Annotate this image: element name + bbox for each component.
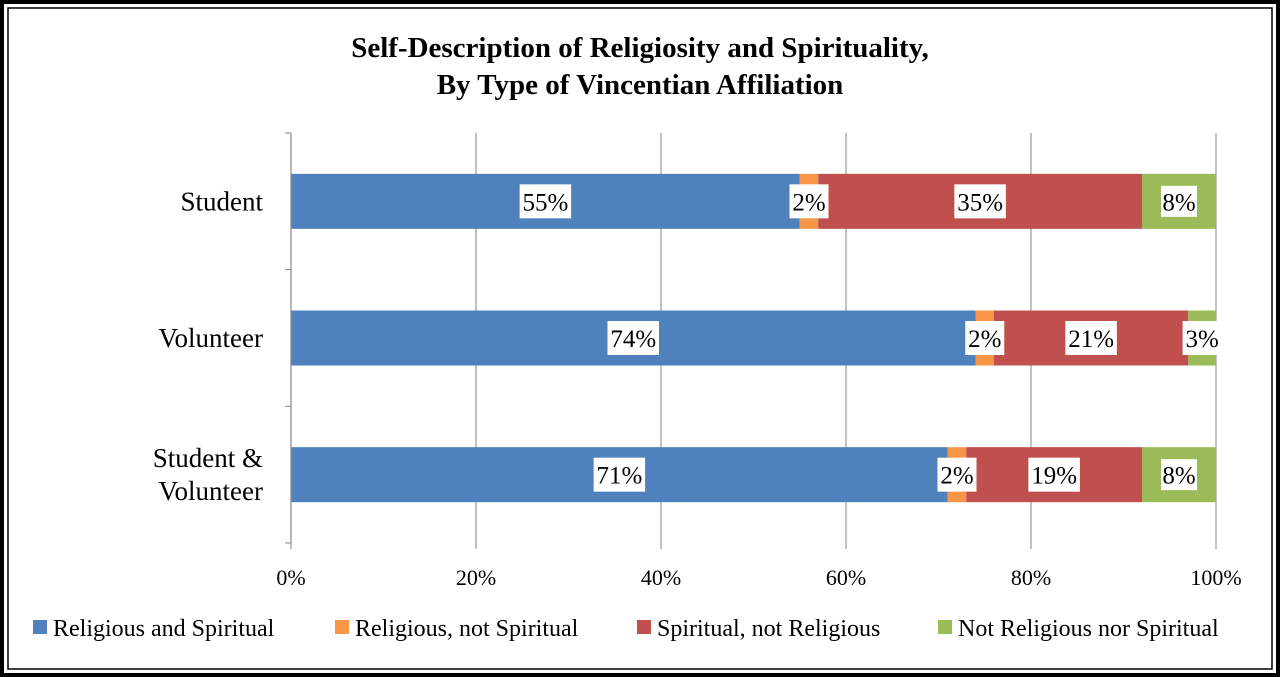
data-label-box (1158, 456, 1200, 494)
data-label: 21% (1068, 326, 1114, 353)
data-label-box (519, 184, 572, 219)
legend-label: Religious and Spiritual (53, 616, 275, 642)
legend-label: Spiritual, not Religious (657, 616, 880, 642)
data-label-box (789, 184, 829, 219)
chart-subtitle: By Type of Vincentian Affiliation (437, 69, 844, 101)
data-label: 2% (792, 189, 825, 216)
data-label: 3% (1185, 326, 1218, 353)
data-label-box (965, 321, 1005, 355)
data-label-box (607, 321, 659, 355)
data-label: 74% (610, 326, 656, 353)
chart-inner-border (7, 7, 1273, 670)
category-label: Volunteer (159, 476, 263, 506)
data-label-box (1158, 182, 1200, 220)
data-label: 2% (968, 326, 1001, 353)
legend-label: Not Religious nor Spiritual (958, 616, 1219, 642)
legend: Religious and Spiritual Religious, not Sp… (33, 616, 1219, 642)
x-tick-label: 100% (1190, 565, 1241, 590)
labels-group: Student 55% 2% 35% 8% Volunteer 74% 2% 21% 3% Stud… (153, 182, 1222, 506)
data-label-box (937, 457, 977, 492)
legend-swatch (938, 620, 952, 634)
data-label: 8% (1162, 189, 1195, 216)
data-label-box (1065, 321, 1117, 355)
legend-swatch (33, 620, 47, 634)
x-tick-label: 0% (276, 565, 305, 590)
x-tick-label: 80% (1011, 565, 1051, 590)
data-label: 71% (596, 463, 642, 490)
data-label: 2% (940, 463, 973, 490)
data-label-box (954, 184, 1006, 219)
legend-swatch (335, 620, 349, 634)
x-tick-label: 60% (826, 565, 866, 590)
x-tick-label: 40% (641, 565, 681, 590)
category-label: Student & (153, 443, 263, 473)
data-label-box (1182, 321, 1222, 355)
data-label: 19% (1031, 463, 1077, 490)
legend-label: Religious, not Spiritual (355, 616, 579, 642)
data-label-box (1028, 457, 1080, 492)
data-label: 35% (957, 189, 1003, 216)
data-label: 8% (1162, 463, 1195, 490)
category-label: Student (180, 186, 263, 216)
data-label-box (593, 457, 646, 492)
category-label: Volunteer (159, 323, 263, 353)
data-label: 55% (522, 189, 568, 216)
x-tick-label: 20% (456, 565, 496, 590)
legend-swatch (637, 620, 651, 634)
chart-title: Self-Description of Religiosity and Spir… (351, 32, 929, 64)
axes: 0% 20% 40% 60% 80% 100% (276, 132, 1242, 590)
